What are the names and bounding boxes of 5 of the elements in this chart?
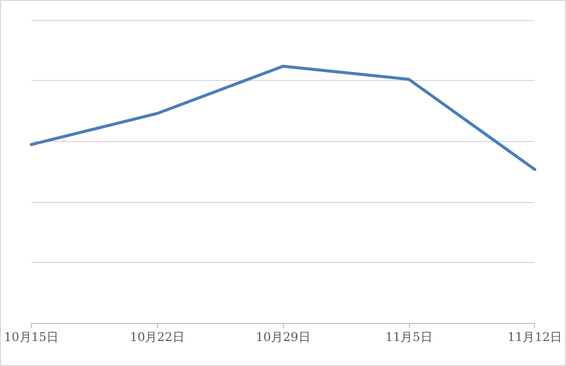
x-tick-label: 11月12日: [507, 330, 562, 344]
x-tick-label: 11月5日: [385, 330, 432, 344]
x-tick-label: 10月29日: [256, 330, 310, 344]
x-tick-label: 10月22日: [130, 330, 184, 344]
x-tick-label: 10月15日: [4, 330, 59, 344]
